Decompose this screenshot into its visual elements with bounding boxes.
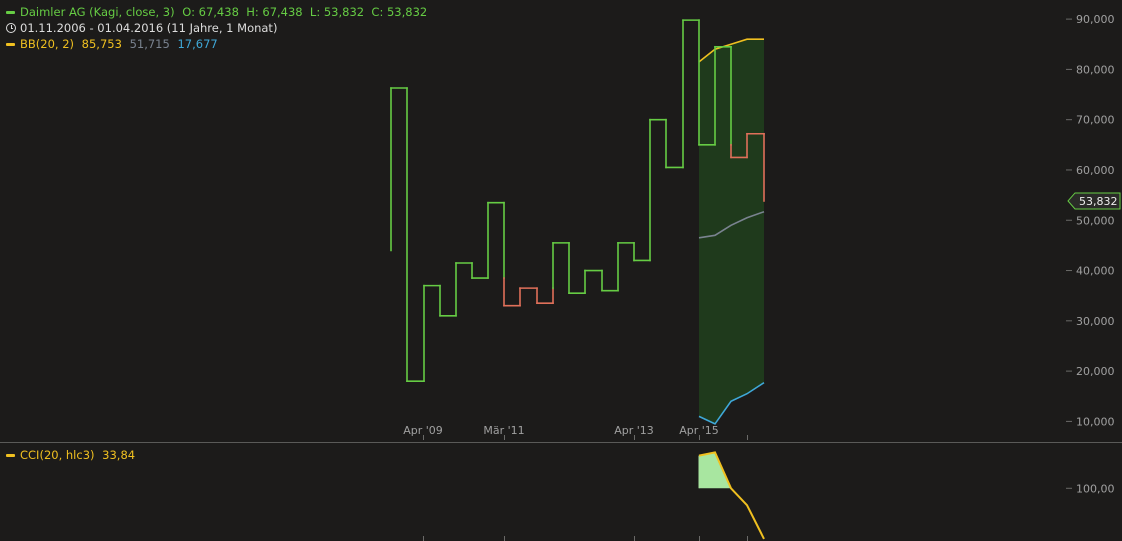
- legend-cci[interactable]: CCI(20, hlc3) 33,84: [6, 447, 139, 463]
- clock-icon: [6, 23, 16, 33]
- legend-cci-value: 33,84: [102, 448, 136, 462]
- price-tick-label: 90,000: [1076, 13, 1115, 26]
- bb-upper-line: [698, 38, 764, 63]
- bb-swatch: [6, 43, 15, 46]
- legend-cci-label: CCI(20, hlc3): [20, 448, 95, 462]
- cci-tick-label: 100,00: [1076, 482, 1115, 495]
- legend-ohlc: O: 67,438 H: 67,438 L: 53,832 C: 53,832: [182, 5, 428, 19]
- bb-lower-line: [698, 382, 765, 425]
- legend-main[interactable]: Daimler AG (Kagi, close, 3) O: 67,438 H:…: [6, 4, 431, 20]
- time-tick-label: Apr '13: [614, 424, 654, 437]
- legend-bb-lower: 17,677: [177, 37, 218, 51]
- price-tick-label: 20,000: [1076, 365, 1115, 378]
- kagi-lines: [390, 19, 765, 382]
- current-price-marker: 53,832: [1067, 192, 1121, 210]
- legend-main-label: Daimler AG (Kagi, close, 3): [20, 5, 175, 19]
- cci-swatch: [6, 454, 15, 457]
- legend-date-text: 01.11.2006 - 01.04.2016 (11 Jahre, 1 Mon…: [20, 21, 278, 35]
- current-price-box: [1067, 192, 1121, 210]
- price-tick-label: 30,000: [1076, 315, 1115, 328]
- price-tick-label: 80,000: [1076, 63, 1115, 76]
- price-tick-label: 40,000: [1076, 265, 1115, 278]
- cci-series: [698, 451, 765, 540]
- series-swatch: [6, 11, 15, 14]
- price-tick-label: 10,000: [1076, 415, 1115, 428]
- time-tick-label: Apr '15: [679, 424, 719, 437]
- price-tick-label: 50,000: [1076, 214, 1115, 227]
- price-tick-label: 70,000: [1076, 114, 1115, 127]
- legend-bb-middle: 51,715: [129, 37, 170, 51]
- price-axis: 90,000 80,000 70,000 60,000 50,000 40,000 30,0…: [1066, 13, 1115, 428]
- price-tick-label: 60,000: [1076, 164, 1115, 177]
- legend-bb[interactable]: BB(20, 2) 85,753 51,715 17,677: [6, 36, 222, 52]
- cci-line: [698, 451, 765, 540]
- legend-date-range: 01.11.2006 - 01.04.2016 (11 Jahre, 1 Mon…: [6, 20, 281, 36]
- cci-axis: 100,00: [423, 482, 1115, 541]
- bb-middle-line: [698, 210, 765, 239]
- cci-overbought-fill: [699, 452, 731, 489]
- legend-bb-label: BB(20, 2): [20, 37, 75, 51]
- time-axis: Apr '09 Mär '11 Apr '13 Apr '15: [403, 424, 748, 440]
- price-pane[interactable]: 90,000 80,000 70,000 60,000 50,000 40,000 30,0…: [390, 13, 1115, 440]
- current-price-label: 53,832: [1079, 195, 1118, 208]
- cci-pane[interactable]: 100,00: [423, 451, 1115, 541]
- legend-bb-upper: 85,753: [81, 37, 122, 51]
- time-tick-label: Mär '11: [483, 424, 524, 437]
- time-tick-label: Apr '09: [403, 424, 443, 437]
